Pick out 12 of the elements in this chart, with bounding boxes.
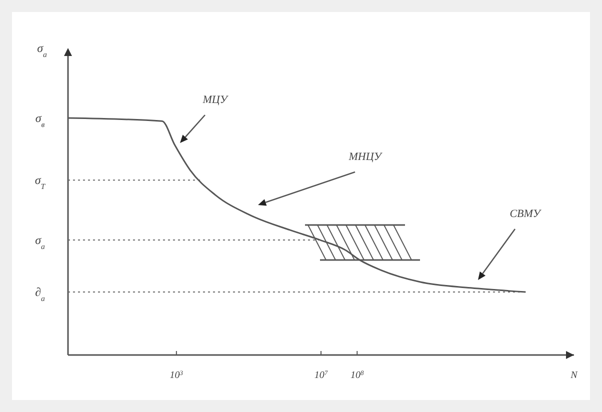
annotation: СВМУ	[510, 208, 542, 220]
text: МЦУ	[202, 94, 229, 106]
text: σ$_{а}$	[37, 41, 48, 58]
ref-line-label: σ$_{T}$	[34, 173, 46, 191]
ref-line-label: σ$_{а}$	[35, 233, 46, 251]
ref-line-label: ∂$_{а}$	[35, 284, 46, 302]
annotation: МНЦУ	[348, 151, 383, 163]
x-axis-title: N	[570, 370, 579, 381]
x-tick-label: 10$^{3}$	[170, 370, 184, 381]
x-tick-label: 10$^{8}$	[350, 370, 365, 381]
x-tick-label: 10$^{7}$	[314, 370, 328, 381]
text: σ$_{в}$	[35, 111, 46, 128]
